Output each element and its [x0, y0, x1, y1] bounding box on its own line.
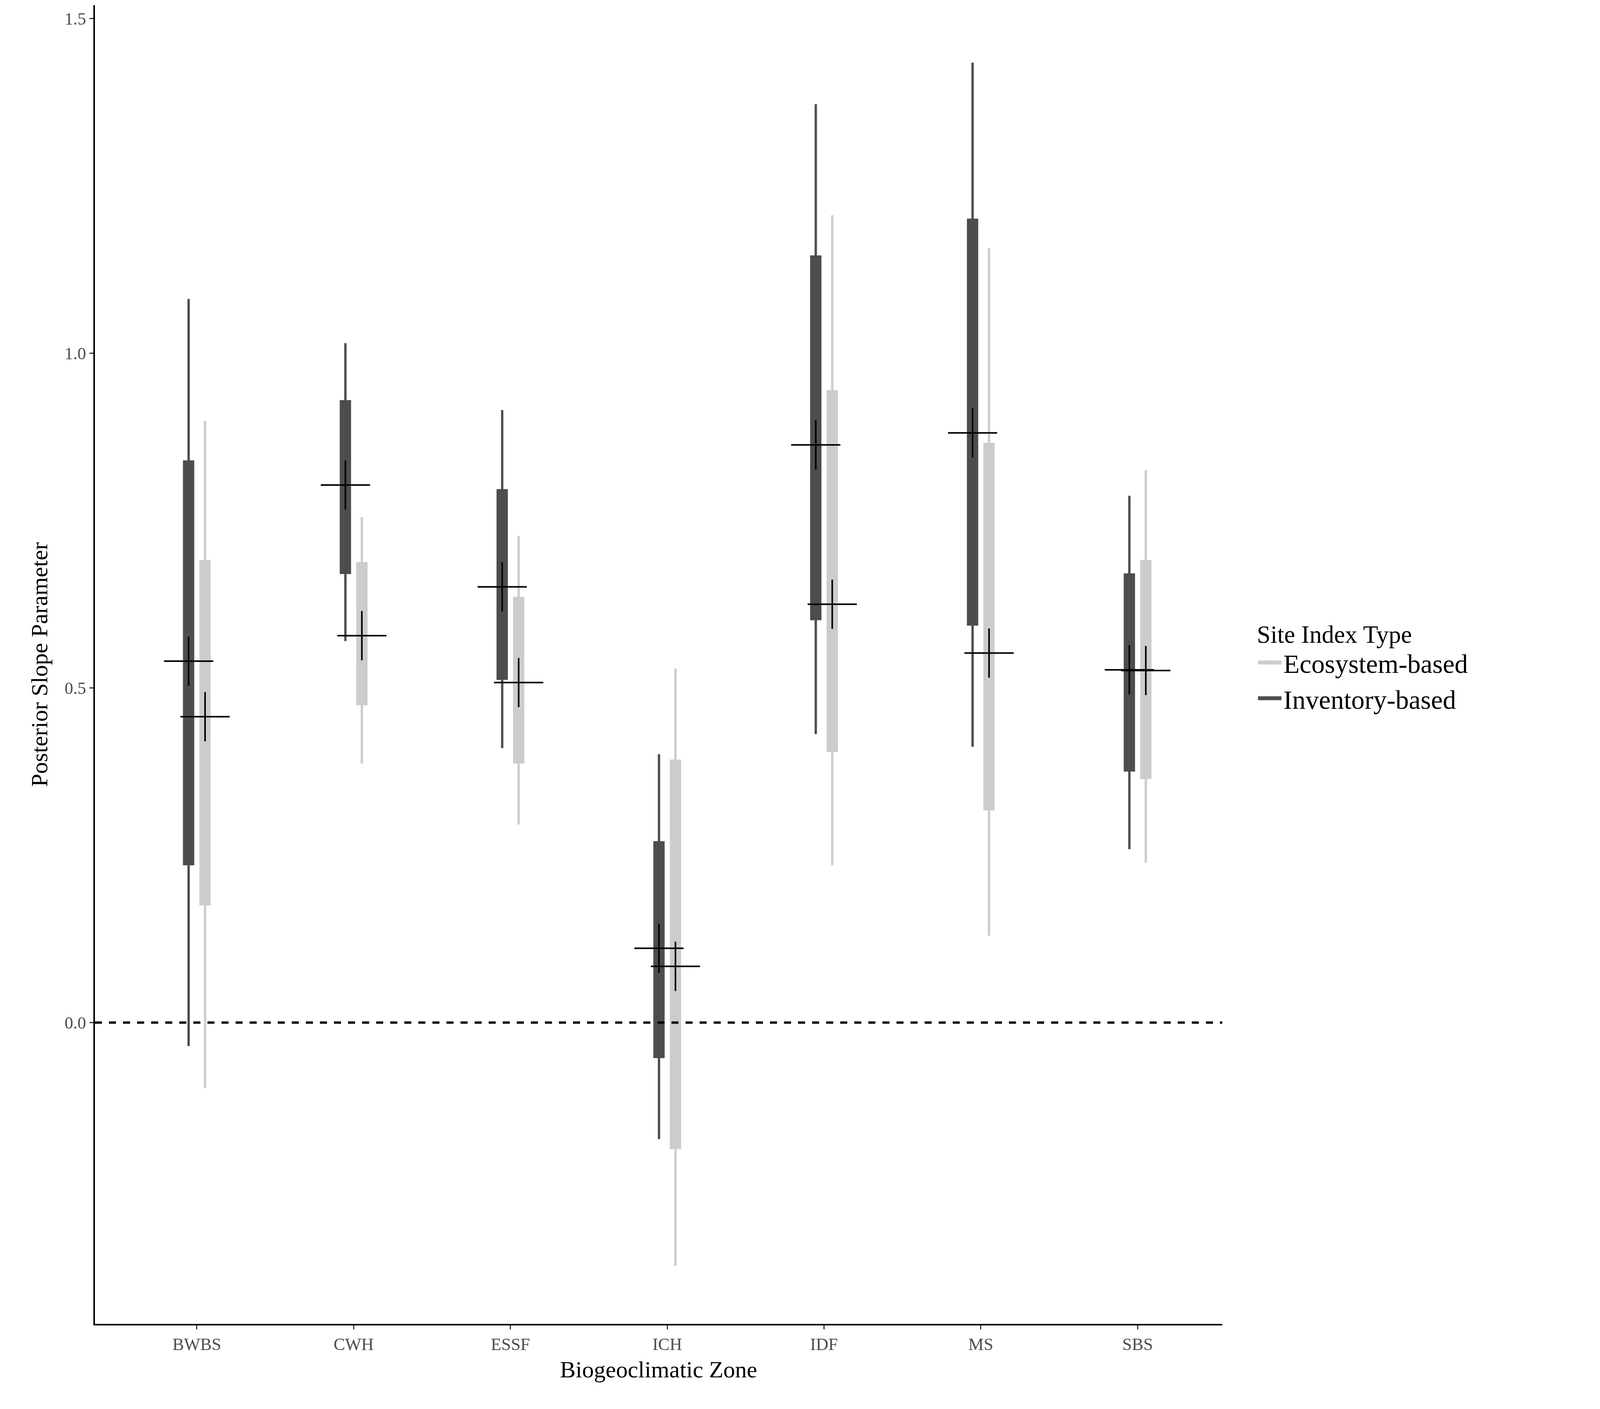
svg-text:1.5: 1.5 — [64, 9, 86, 29]
svg-text:BWBS: BWBS — [172, 1335, 222, 1355]
svg-text:Biogeoclimatic Zone: Biogeoclimatic Zone — [560, 1357, 758, 1383]
svg-text:SBS: SBS — [1122, 1335, 1153, 1355]
svg-text:Site Index Type: Site Index Type — [1257, 621, 1413, 649]
svg-text:MS: MS — [968, 1335, 994, 1355]
svg-text:CWH: CWH — [333, 1335, 374, 1355]
svg-text:ICH: ICH — [652, 1335, 683, 1355]
svg-text:0.0: 0.0 — [64, 1013, 86, 1033]
svg-text:IDF: IDF — [810, 1335, 838, 1355]
svg-text:Posterior Slope Parameter: Posterior Slope Parameter — [26, 542, 53, 788]
svg-text:0.5: 0.5 — [64, 678, 86, 699]
svg-text:ESSF: ESSF — [491, 1335, 531, 1355]
svg-text:Ecosystem-based: Ecosystem-based — [1283, 649, 1468, 679]
svg-text:Inventory-based: Inventory-based — [1283, 685, 1457, 715]
svg-text:1.0: 1.0 — [64, 344, 86, 364]
